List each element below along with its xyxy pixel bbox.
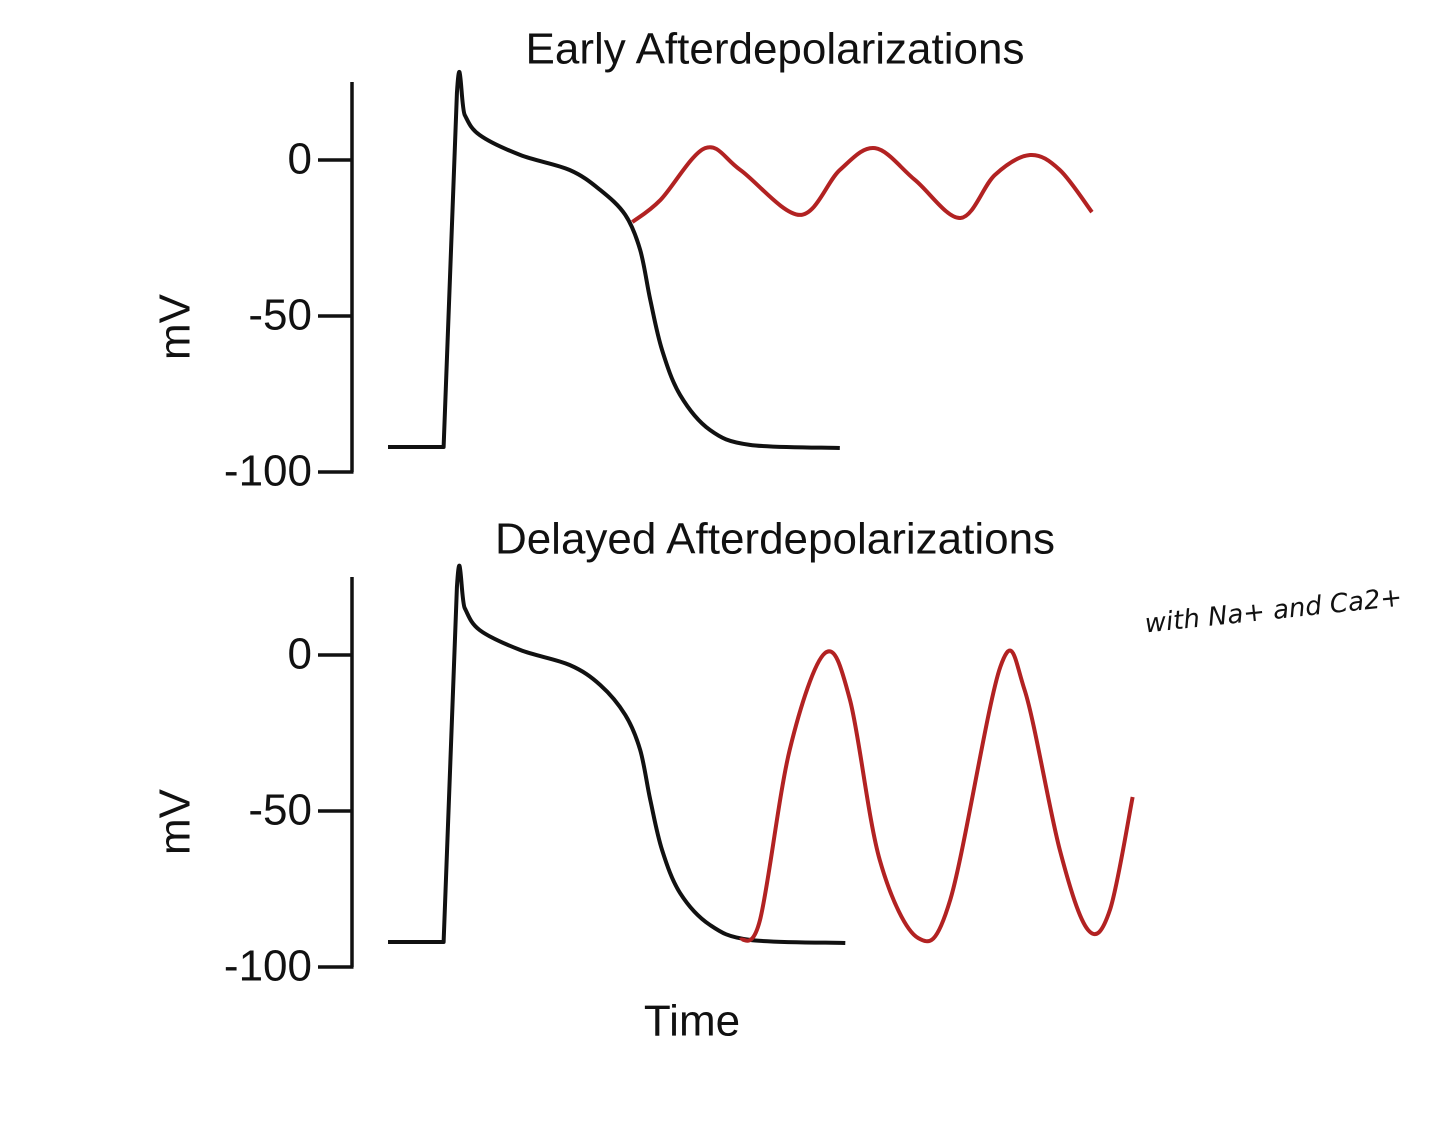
series-line	[388, 70, 840, 450]
y-tick-label: 0	[288, 630, 312, 679]
x-axis-label: Time	[644, 997, 740, 1046]
y-axis-label: mV	[151, 293, 200, 360]
chart-title: Early Afterdepolarizations	[526, 25, 1025, 74]
y-tick-label: -50	[248, 786, 312, 835]
y-tick-label: -50	[248, 291, 312, 340]
series-line	[388, 563, 846, 945]
y-tick-label: -100	[224, 942, 312, 991]
chart-title: Delayed Afterdepolarizations	[495, 515, 1055, 564]
annotation: with Na+ and Ca2+	[1143, 583, 1403, 640]
y-tick-label: 0	[288, 135, 312, 184]
y-axis-label: mV	[151, 788, 200, 855]
y-tick-label: -100	[224, 447, 312, 496]
series-line	[631, 145, 1094, 224]
series-line	[738, 648, 1135, 944]
